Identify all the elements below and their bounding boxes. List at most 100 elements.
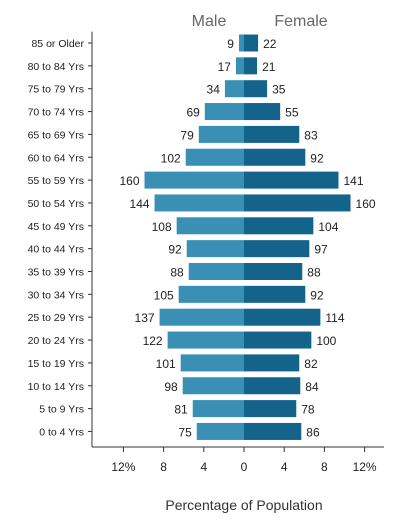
age-group-label: 10 to 14 Yrs [28,381,84,393]
age-group-label: 30 to 34 Yrs [28,289,84,301]
x-tick-label: 8 [160,460,167,474]
axis-layer: 85 or Older 80 to 84 Yrs 75 to 79 Yrs 70 to… [28,31,384,474]
female-bar [244,331,312,349]
male-value-label: 102 [161,151,181,165]
male-value-label: 160 [119,174,139,188]
male-value-label: 101 [156,357,176,371]
male-value-label: 81 [174,403,188,417]
age-group-label: 35 to 39 Yrs [28,267,84,279]
male-bar [224,80,244,98]
female-value-label: 100 [316,334,336,348]
female-value-label: 21 [262,60,276,74]
female-bar [244,400,297,418]
age-group-label: 45 to 49 Yrs [28,221,84,233]
legend-male-label: Male [192,13,227,30]
female-bar [244,103,281,121]
female-bar [244,308,321,326]
male-bar [178,285,244,303]
x-axis-title: Percentage of Population [165,497,322,513]
x-tick-label: 8 [321,460,328,474]
age-group-label: 75 to 79 Yrs [28,84,84,96]
male-bar [167,331,244,349]
female-value-label: 92 [310,151,324,165]
male-bar [159,308,244,326]
legend: Male Female [192,13,328,30]
male-value-label: 75 [178,425,192,439]
female-value-label: 141 [343,174,363,188]
female-value-label: 160 [356,197,376,211]
x-tick-label: 12% [353,460,377,474]
male-bar [188,263,244,280]
male-value-label: 122 [143,334,163,348]
age-group-label: 55 to 59 Yrs [28,175,84,187]
female-bar [244,148,306,166]
male-value-label: 34 [207,83,221,97]
male-bar [196,422,244,440]
age-group-label: 20 to 24 Yrs [28,335,84,347]
female-bar [244,285,306,303]
male-value-label: 9 [227,37,234,51]
male-bar [185,148,244,166]
male-bar [204,103,244,121]
female-bar [244,57,258,75]
male-bar [192,400,244,418]
age-group-label: 85 or Older [31,38,84,50]
age-group-label: 65 to 69 Yrs [28,129,84,141]
male-bar [235,57,244,75]
female-bar [244,34,259,52]
female-value-label: 92 [310,288,324,302]
male-value-label: 105 [154,288,174,302]
female-bar [244,422,302,440]
female-bar [244,240,310,258]
female-bar [244,263,303,280]
female-bar [244,125,300,143]
female-bar [244,217,314,235]
female-value-label: 114 [325,311,344,325]
bars-layer: 9 22 17 21 34 35 69 55 79 83 102 92 160 141 144 160 108 1… [119,34,376,440]
female-value-label: 104 [318,220,338,234]
male-value-label: 88 [170,266,184,280]
female-value-label: 97 [314,243,328,257]
x-tick-label: 4 [281,460,288,474]
male-value-label: 79 [180,128,194,142]
age-group-label: 60 to 64 Yrs [28,152,84,164]
female-value-label: 35 [272,83,286,97]
male-bar [186,240,244,258]
x-tick-label: 0 [241,460,248,474]
male-value-label: 92 [168,243,182,257]
female-value-label: 83 [304,128,318,142]
female-value-label: 84 [305,380,319,394]
age-group-label: 40 to 44 Yrs [28,244,84,256]
legend-female-label: Female [274,13,327,30]
female-value-label: 22 [263,37,277,51]
male-bar [180,354,244,372]
x-tick-label: 12% [111,460,135,474]
female-value-label: 55 [285,106,299,120]
age-group-label: 80 to 84 Yrs [28,61,84,73]
male-value-label: 137 [135,311,155,325]
age-group-label: 5 to 9 Yrs [39,404,84,416]
male-value-label: 17 [218,60,232,74]
male-bar [182,377,244,395]
x-tick-label: 4 [200,460,207,474]
age-group-label: 25 to 29 Yrs [28,312,84,324]
male-value-label: 108 [152,220,172,234]
female-value-label: 82 [304,357,318,371]
age-group-label: 70 to 74 Yrs [28,107,84,119]
female-value-label: 78 [301,403,315,417]
female-value-label: 86 [306,425,320,439]
male-value-label: 144 [130,197,150,211]
female-bar [244,171,339,189]
male-bar [154,194,244,212]
male-bar [238,34,244,52]
age-group-label: 15 to 19 Yrs [28,358,84,370]
female-bar [244,354,300,372]
female-bar [244,80,268,98]
male-value-label: 69 [186,106,200,120]
male-bar [144,171,244,189]
male-value-label: 98 [164,380,178,394]
age-group-label: 0 to 4 Yrs [39,426,84,438]
age-group-label: 50 to 54 Yrs [28,198,84,210]
